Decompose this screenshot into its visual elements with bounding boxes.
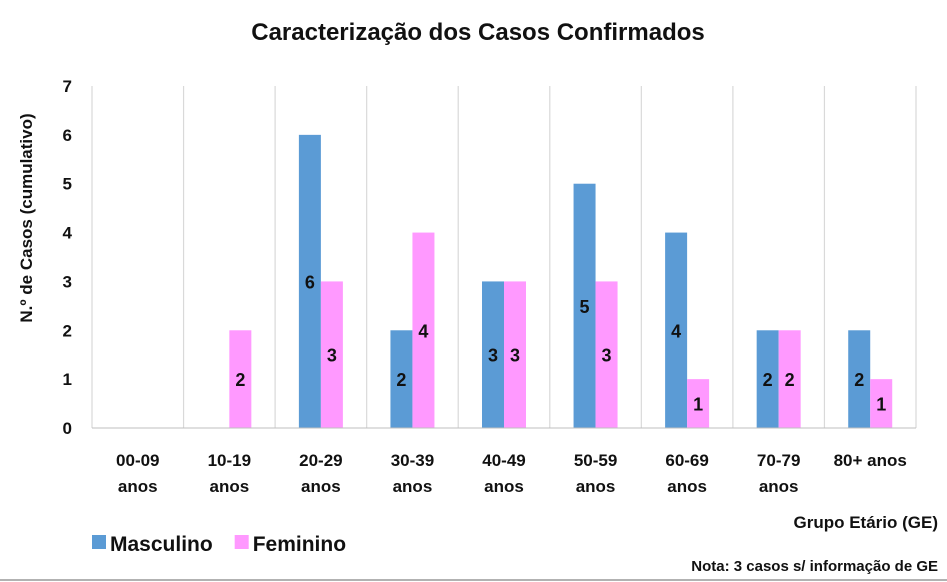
y-tick-label: 0 (63, 419, 72, 438)
bar-masculino (298, 134, 321, 428)
bar-feminino (595, 281, 618, 428)
x-axis-ticks: 00-09 anos 10-19 anos 20-29 anos 30-39 anos 40-4… (116, 451, 907, 496)
x-tick-label: 30-39 anos (391, 451, 434, 496)
x-tick-label: 40-49 anos (482, 451, 525, 496)
bar-value-label: 2 (854, 370, 864, 390)
bar-masculino (573, 183, 596, 428)
bar-masculino (665, 232, 688, 428)
bar-feminino (229, 330, 252, 428)
bar-masculino (390, 330, 413, 428)
legend-item-feminino: Feminino (234, 533, 346, 556)
y-tick-label: 5 (63, 175, 72, 194)
y-tick-label: 6 (63, 126, 72, 145)
bar-value-label: 2 (396, 370, 406, 390)
grid-lines (91, 86, 917, 428)
bar-masculino (848, 330, 871, 428)
bar-value-label: 3 (488, 346, 498, 366)
bar-value-label: 3 (602, 346, 612, 366)
legend-label: Feminino (253, 533, 346, 556)
bar-feminino (687, 379, 710, 428)
bar-masculino (482, 281, 504, 428)
chart-title: Caracterização dos Casos Confirmados (251, 19, 704, 46)
legend: Masculino Feminino (92, 533, 346, 556)
legend-label: Masculino (110, 533, 213, 556)
x-tick-label: 50-59 anos (574, 451, 617, 496)
bar-value-label: 1 (693, 395, 703, 415)
x-tick-label: 80+ anos (834, 451, 907, 470)
bar-value-label: 2 (763, 370, 773, 390)
bar-value-label: 2 (235, 370, 245, 390)
bar-value-label: 5 (580, 297, 590, 317)
bar-feminino (320, 281, 343, 428)
bar-value-label: 4 (418, 321, 428, 341)
x-tick-label: 20-29 anos (299, 451, 342, 496)
y-axis-ticks: 0 1 2 3 4 5 6 7 (63, 77, 73, 438)
legend-swatch (234, 535, 249, 549)
bar-value-label: 4 (671, 321, 681, 341)
bar-feminino (504, 281, 526, 428)
y-tick-label: 4 (63, 224, 73, 243)
bar-feminino (870, 379, 893, 428)
bar-masculino (756, 330, 779, 428)
x-tick-label: 70-79 anos (757, 451, 800, 496)
y-tick-label: 7 (63, 77, 72, 96)
bar-feminino (778, 330, 801, 428)
x-axis-label: Grupo Etário (GE) (794, 513, 939, 532)
legend-swatch (92, 535, 106, 549)
x-tick-label: 60-69 anos (665, 451, 708, 496)
note-text: Nota: 3 casos s/ informação de GE (691, 558, 938, 575)
y-tick-label: 1 (63, 370, 72, 389)
bar-value-label: 2 (785, 370, 795, 390)
bar-value-label: 1 (876, 395, 886, 415)
x-tick-label: 10-19 anos (208, 451, 251, 496)
y-tick-label: 2 (63, 321, 72, 340)
y-tick-label: 3 (63, 272, 72, 291)
x-tick-label: 00-09 anos (116, 451, 159, 496)
y-axis-label: N.º de Casos (cumulativo) (17, 113, 36, 322)
bar-value-label: 3 (510, 346, 520, 366)
bar-feminino (412, 232, 435, 428)
legend-item-masculino: Masculino (92, 533, 213, 556)
bar-value-label: 3 (327, 346, 337, 366)
bar-value-label: 6 (305, 272, 315, 292)
